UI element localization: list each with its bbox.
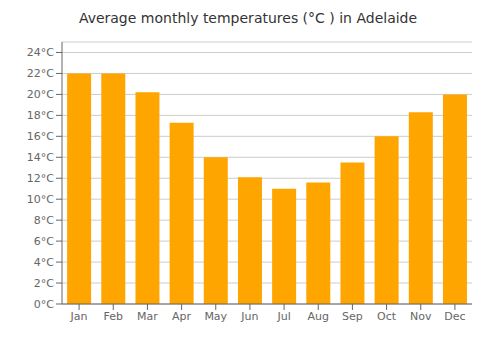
svg-text:May: May	[204, 310, 227, 323]
svg-text:2°C: 2°C	[34, 277, 54, 290]
svg-text:0°C: 0°C	[34, 298, 54, 311]
html-text:Average monthly temperatures (: Average monthly temperatures (°C ) in Ad…	[78, 10, 418, 26]
svg-text:Jun: Jun	[240, 310, 258, 323]
svg-text:Dec: Dec	[444, 310, 465, 323]
svg-text:24°C: 24°C	[27, 46, 54, 59]
svg-text:16°C: 16°C	[27, 130, 54, 143]
svg-text:Jan: Jan	[70, 310, 88, 323]
svg-text:Aug: Aug	[308, 310, 329, 323]
svg-text:8°C: 8°C	[34, 214, 54, 227]
svg-text:Oct: Oct	[377, 310, 397, 323]
svg-text:12°C: 12°C	[27, 172, 54, 185]
svg-text:Sep: Sep	[342, 310, 363, 323]
svg-text:20°C: 20°C	[27, 88, 54, 101]
svg-text:Jul: Jul	[276, 310, 290, 323]
svg-text:Nov: Nov	[410, 310, 432, 323]
svg-text:6°C: 6°C	[34, 235, 54, 248]
svg-text:4°C: 4°C	[34, 256, 54, 269]
svg-text:14°C: 14°C	[27, 151, 54, 164]
svg-text:22°C: 22°C	[27, 67, 54, 80]
svg-text:18°C: 18°C	[27, 109, 54, 122]
svg-text:Mar: Mar	[137, 310, 158, 323]
svg-text:10°C: 10°C	[27, 193, 54, 206]
svg-text:Apr: Apr	[172, 310, 192, 323]
svg-text:Feb: Feb	[104, 310, 123, 323]
